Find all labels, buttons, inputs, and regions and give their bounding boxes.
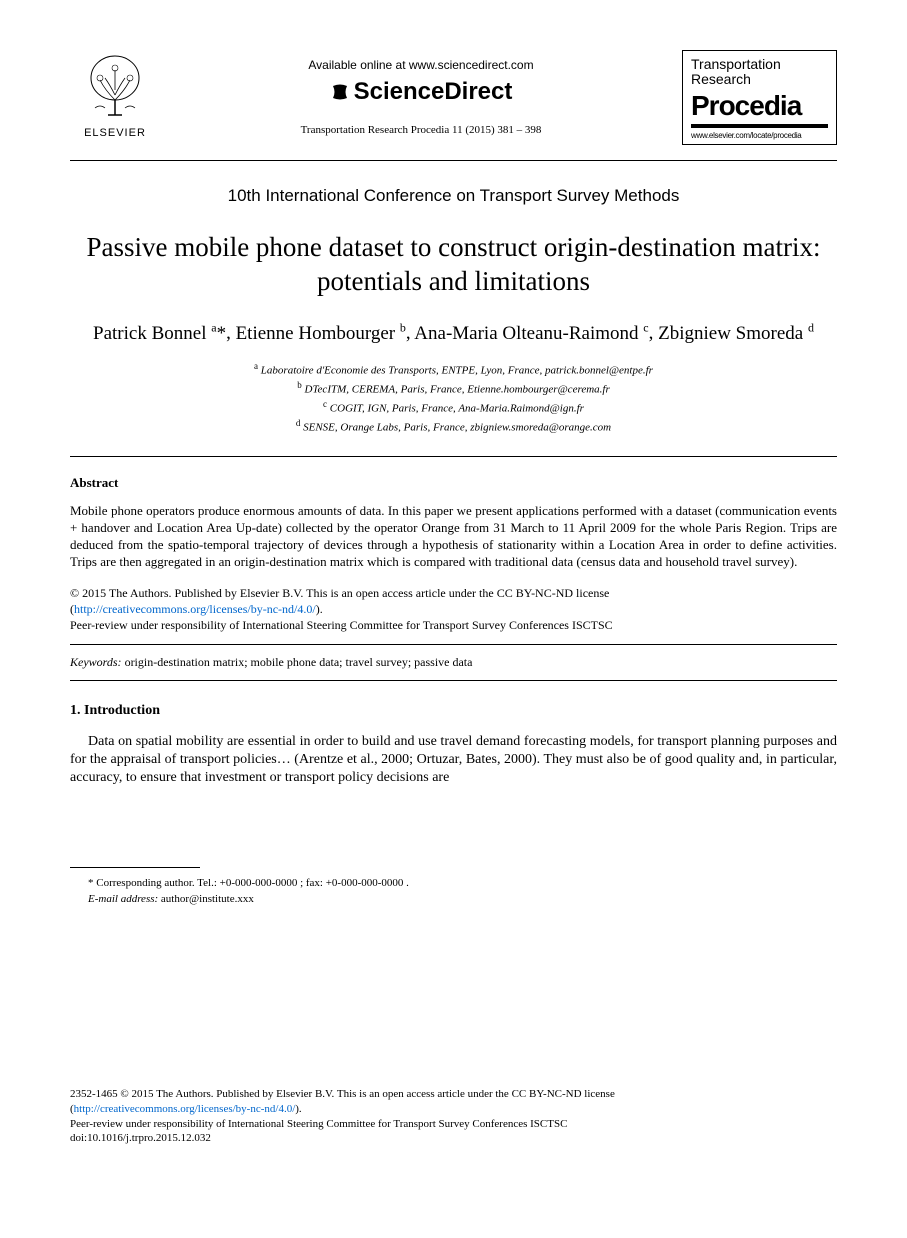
abstract-heading: Abstract	[70, 475, 837, 491]
paper-title: Passive mobile phone dataset to construc…	[70, 231, 837, 299]
affiliation: d SENSE, Orange Labs, Paris, France, zbi…	[70, 417, 837, 436]
divider	[70, 456, 837, 457]
footnote-email: E-mail address: author@institute.xxx	[88, 892, 837, 907]
conference-name: 10th International Conference on Transpo…	[70, 186, 837, 206]
elsevier-logo: ELSEVIER	[70, 50, 160, 139]
license-link[interactable]: http://creativecommons.org/licenses/by-n…	[74, 602, 316, 616]
section-heading: 1. Introduction	[70, 703, 837, 719]
keywords-text: origin-destination matrix; mobile phone …	[122, 655, 473, 669]
affiliation: a Laboratoire d'Economie des Transports,…	[70, 360, 837, 379]
author: Ana-Maria Olteanu-Raimond c	[414, 323, 648, 344]
procedia-line1: Transportation	[691, 57, 828, 72]
affiliation: c COGIT, IGN, Paris, France, Ana-Maria.R…	[70, 398, 837, 417]
divider	[70, 160, 837, 161]
procedia-line2: Research	[691, 72, 828, 87]
divider	[70, 680, 837, 681]
citation-text: Transportation Research Procedia 11 (201…	[160, 124, 682, 136]
header-row: ELSEVIER Available online at www.science…	[70, 50, 837, 145]
corresponding-author: * Corresponding author. Tel.: +0-000-000…	[88, 876, 837, 891]
body-paragraph: Data on spatial mobility are essential i…	[70, 733, 837, 788]
footnote-separator	[70, 867, 200, 868]
keywords-line: Keywords: origin-destination matrix; mob…	[70, 655, 837, 670]
elsevier-tree-icon	[80, 50, 150, 120]
procedia-url: www.elsevier.com/locate/procedia	[691, 131, 828, 140]
procedia-main: Procedia	[691, 90, 828, 128]
footer-peer-review: Peer-review under responsibility of Inte…	[70, 1118, 567, 1130]
author: Zbigniew Smoreda d	[658, 323, 814, 344]
footer-doi: doi:10.1016/j.trpro.2015.12.032	[70, 1132, 211, 1144]
copyright-block: © 2015 The Authors. Published by Elsevie…	[70, 585, 837, 634]
keywords-label: Keywords:	[70, 655, 122, 669]
affiliation: b DTecITM, CEREMA, Paris, France, Etienn…	[70, 379, 837, 398]
author: Etienne Hombourger b	[236, 323, 406, 344]
sciencedirect-icon	[330, 82, 350, 102]
footer-issn: 2352-1465 © 2015 The Authors. Published …	[70, 1088, 615, 1100]
footer-block: 2352-1465 © 2015 The Authors. Published …	[70, 1087, 837, 1146]
footer-license-link[interactable]: http://creativecommons.org/licenses/by-n…	[74, 1103, 296, 1115]
author: Patrick Bonnel a*	[93, 323, 226, 344]
divider	[70, 644, 837, 645]
peer-review-text: Peer-review under responsibility of Inte…	[70, 618, 613, 632]
authors-list: Patrick Bonnel a*, Etienne Hombourger b,…	[70, 320, 837, 346]
elsevier-label: ELSEVIER	[70, 127, 160, 139]
sciencedirect-logo: ScienceDirect	[160, 78, 682, 106]
abstract-text: Mobile phone operators produce enormous …	[70, 503, 837, 571]
affiliations: a Laboratoire d'Economie des Transports,…	[70, 360, 837, 436]
copyright-text: © 2015 The Authors. Published by Elsevie…	[70, 586, 609, 600]
footnote-block: * Corresponding author. Tel.: +0-000-000…	[70, 876, 837, 907]
sciencedirect-text: ScienceDirect	[354, 78, 513, 106]
center-header: Available online at www.sciencedirect.co…	[160, 50, 682, 136]
available-online-text: Available online at www.sciencedirect.co…	[160, 58, 682, 72]
procedia-box: Transportation Research Procedia www.els…	[682, 50, 837, 145]
